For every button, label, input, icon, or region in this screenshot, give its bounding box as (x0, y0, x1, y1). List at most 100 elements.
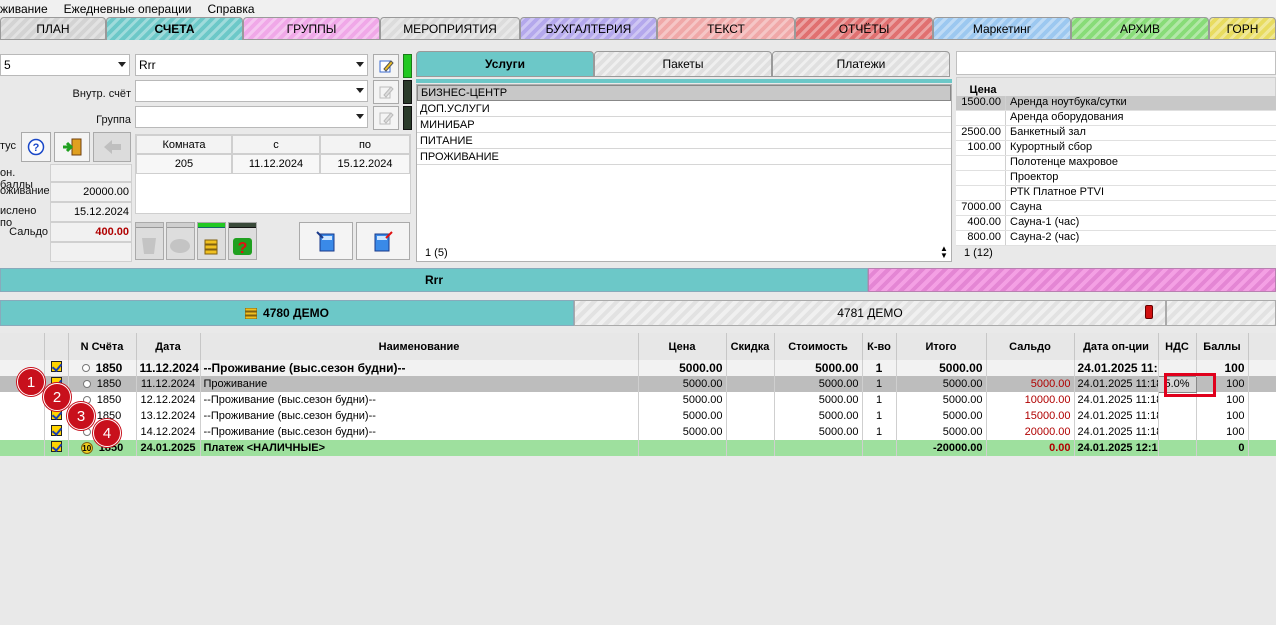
tab-0[interactable]: ПЛАН (0, 17, 106, 40)
cell-price (638, 440, 727, 456)
scroll-arrows-icon[interactable]: ▲ ▼ (940, 244, 948, 260)
column-header[interactable]: Цена (638, 333, 727, 360)
tab-platezhi[interactable]: Платежи (772, 51, 950, 77)
checkin-button[interactable] (54, 132, 90, 162)
checkbox-checked-icon (50, 425, 62, 436)
column-header[interactable]: К-во (862, 333, 897, 360)
tab-1[interactable]: СЧЕТА (106, 17, 243, 40)
money-button[interactable] (197, 222, 226, 260)
price-value: 800.00 (956, 231, 1006, 245)
help-button[interactable]: ? (21, 132, 51, 162)
guest-bar[interactable]: Rrr (0, 268, 868, 292)
column-header[interactable]: Наименование (200, 333, 639, 360)
tab-3[interactable]: МЕРОПРИЯТИЯ (380, 17, 520, 40)
edit-internal-button[interactable] (373, 80, 399, 104)
column-header[interactable]: Дата оп-ции (1074, 333, 1159, 360)
column-header[interactable]: Скидка (726, 333, 775, 360)
column-header[interactable]: Сальдо (986, 333, 1075, 360)
guest-select[interactable]: Rrr (135, 54, 368, 76)
column-header[interactable]: Баллы (1196, 333, 1249, 360)
account-select[interactable]: 5 (0, 54, 130, 76)
phone-button[interactable]: ? (228, 222, 257, 260)
radio-icon[interactable] (81, 364, 90, 372)
cell-saldo: 10000.00 (986, 392, 1075, 408)
calc-in-button[interactable] (299, 222, 353, 260)
price-row[interactable]: Аренда оборудования (956, 111, 1276, 126)
menu-item-prozhivanie[interactable]: живание (0, 1, 48, 16)
table-row[interactable]: 1850 11.12.2024 --Проживание (выс.сезон бу… (0, 360, 1276, 376)
cell-name: --Проживание (выс.сезон будни)-- (200, 360, 639, 376)
step-badge-3: 3 (67, 402, 95, 430)
column-header[interactable]: НДС (1158, 333, 1197, 360)
price-value: 100.00 (956, 141, 1006, 155)
status-label: тус (0, 140, 17, 152)
price-row[interactable]: 7000.00 Сауна (956, 201, 1276, 216)
menu-item-help[interactable]: Справка (207, 1, 255, 16)
cell-opdate: 24.01.2025 12:13 (1074, 440, 1159, 456)
tab-7[interactable]: Маркетинг (933, 17, 1071, 40)
tab-8[interactable]: АРХИВ (1071, 17, 1209, 40)
table-row[interactable]: 10 1850 24.01.2025 Платеж <НАЛИЧНЫЕ> -20000.… (0, 440, 1276, 456)
price-filter[interactable] (956, 51, 1276, 75)
price-row[interactable]: 1500.00 Аренда ноутбука/сутки (956, 96, 1276, 111)
price-row[interactable]: Полотенце махровое (956, 156, 1276, 171)
column-header[interactable]: N Счёта (68, 333, 137, 360)
column-header[interactable] (0, 333, 45, 360)
column-header[interactable]: Стоимость (774, 333, 863, 360)
service-item[interactable]: МИНИБАР (417, 117, 951, 133)
price-row[interactable]: 2500.00 Банкетный зал (956, 126, 1276, 141)
edit-guest-button[interactable] (373, 54, 399, 78)
table-row[interactable]: 1850 13.12.2024 --Проживание (выс.сезон бу… (0, 408, 1276, 424)
column-header[interactable]: Итого (896, 333, 987, 360)
tab-9[interactable]: ГОРН (1209, 17, 1276, 40)
radio-icon[interactable] (82, 379, 91, 388)
row-checkbox[interactable] (44, 440, 69, 456)
repair-button[interactable] (166, 222, 195, 260)
service-item[interactable]: ПИТАНИЕ (417, 133, 951, 149)
row-checkbox[interactable] (44, 360, 69, 376)
cleaning-button[interactable] (135, 222, 164, 260)
from-cell[interactable]: 11.12.2024 (232, 154, 320, 174)
tab-4[interactable]: БУХГАЛТЕРИЯ (520, 17, 657, 40)
column-header[interactable]: Дата (136, 333, 201, 360)
price-row[interactable]: 100.00 Курортный сбор (956, 141, 1276, 156)
price-name: Банкетный зал (1010, 126, 1086, 138)
room-cell[interactable]: 205 (136, 154, 232, 174)
table-row[interactable]: 185014.12.2024--Проживание (выс.сезон бу… (0, 424, 1276, 440)
group-select[interactable] (135, 106, 368, 128)
table-row[interactable]: 1850 11.12.2024 Проживание 5000.00 5000.00 1 5… (0, 375, 1276, 393)
row-marker (0, 440, 45, 456)
menu-item-daily-ops[interactable]: Ежедневные операции (63, 1, 192, 16)
tab-pakety[interactable]: Пакеты (594, 51, 772, 77)
price-row[interactable]: 800.00 Сауна-2 (час) (956, 231, 1276, 246)
guest-bar-secondary[interactable] (868, 268, 1276, 292)
tab-6[interactable]: ОТЧЁТЫ (795, 17, 933, 40)
column-header[interactable] (44, 333, 69, 360)
tab-uslugi[interactable]: Услуги (416, 51, 594, 77)
edit-group-button[interactable] (373, 106, 399, 130)
account-select-value: 5 (4, 58, 11, 72)
phone-question-icon: ? (233, 238, 252, 257)
to-cell[interactable]: 15.12.2024 (320, 154, 410, 174)
cell-qty: 1 (862, 424, 897, 440)
service-item[interactable]: ДОП.УСЛУГИ (417, 101, 951, 117)
table-row[interactable]: 1850 12.12.2024 --Проживание (выс.сезон бу… (0, 392, 1276, 408)
cell-saldo (986, 360, 1075, 376)
internal-account-select[interactable] (135, 80, 368, 102)
tab-5[interactable]: ТЕКСТ (657, 17, 795, 40)
calc-out-button[interactable] (356, 222, 410, 260)
price-row[interactable]: Проектор (956, 171, 1276, 186)
price-row[interactable]: 400.00 Сауна-1 (час) (956, 216, 1276, 231)
chevron-down-icon (118, 62, 126, 67)
account-tab-4780[interactable]: 4780 ДЕМО (0, 300, 574, 326)
checkout-button[interactable] (93, 132, 131, 162)
cell-saldo: 5000.00 (986, 376, 1075, 392)
account-tab-empty[interactable] (1166, 300, 1276, 326)
price-row[interactable]: РТК Платное PTVI (956, 186, 1276, 201)
service-item[interactable]: БИЗНЕС-ЦЕНТР (417, 85, 951, 101)
row-checkbox[interactable] (44, 424, 69, 440)
tab-2[interactable]: ГРУППЫ (243, 17, 380, 40)
nachisl-value: 15.12.2024 (50, 202, 132, 222)
service-item[interactable]: ПРОЖИВАНИЕ (417, 149, 951, 165)
account-tab-4781[interactable]: 4781 ДЕМО (574, 300, 1166, 326)
